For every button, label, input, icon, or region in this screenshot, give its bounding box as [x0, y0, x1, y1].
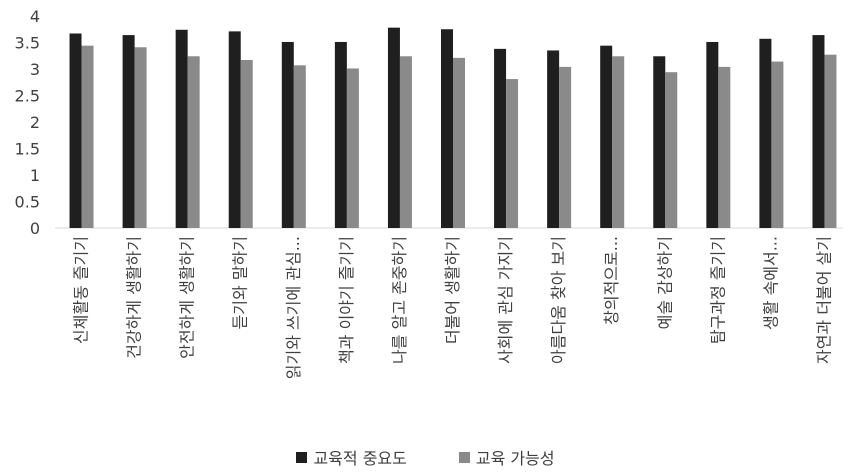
bar-series-2: [506, 79, 519, 228]
chart-legend: 교육적 중요도 교육 가능성: [0, 444, 851, 470]
x-tick-label: 아름다움 찾아 보기: [549, 236, 568, 364]
x-tick-label: 읽기와 쓰기에 관심...: [284, 236, 303, 379]
x-tick-label: 창의적으로...: [602, 236, 621, 325]
legend-item-series-2: 교육 가능성: [458, 445, 555, 469]
bar-series-1: [600, 45, 613, 229]
y-tick-label: 1: [30, 166, 40, 185]
bar-series-1: [759, 38, 772, 228]
y-tick-label: 2: [30, 113, 40, 132]
legend-label-series-2: 교육 가능성: [475, 449, 555, 468]
bar-series-2: [346, 68, 359, 228]
legend-swatch-series-2: [458, 451, 470, 463]
bar-series-1: [812, 35, 825, 228]
x-tick-label: 듣기와 말하기: [231, 236, 250, 329]
x-tick-label: 더불어 생활하기: [443, 236, 462, 344]
x-tick-label: 사회에 관심 가지기: [496, 236, 515, 364]
bar-series-2: [453, 57, 465, 229]
bar-series-2: [293, 65, 306, 228]
x-tick-label: 신체활동 즐기기: [72, 236, 91, 344]
bar-series-1: [122, 35, 135, 228]
y-tick-label: 3.5: [15, 34, 40, 53]
legend-label-series-1: 교육적 중요도: [313, 449, 407, 468]
x-tick-label: 안전하게 생활하기: [178, 236, 197, 359]
chart-bars: [69, 27, 837, 229]
x-tick-label: 생활 속에서...: [761, 236, 780, 330]
bar-series-1: [175, 29, 188, 229]
x-tick-label: 자연과 더불어 살기: [814, 236, 833, 364]
y-axis-tick-labels: 0 0.5 1 1.5 2 2.5 3 3.5 4: [15, 7, 40, 238]
y-tick-label: 0.5: [15, 193, 40, 212]
bar-series-2: [718, 66, 731, 228]
bar-series-1: [706, 41, 719, 228]
bar-series-2: [824, 54, 837, 228]
y-tick-label: 4: [30, 7, 40, 26]
y-tick-label: 2.5: [15, 87, 40, 106]
bar-series-2: [612, 56, 625, 228]
bar-series-2: [240, 59, 253, 228]
x-tick-label: 탐구과정 즐기기: [708, 236, 727, 344]
bar-series-2: [81, 45, 94, 229]
bar-series-1: [281, 41, 294, 228]
y-tick-label: 0: [30, 219, 40, 238]
bar-series-1: [228, 31, 241, 229]
bar-series-2: [559, 66, 572, 228]
x-tick-label: 책과 이야기 즐기기: [337, 236, 356, 364]
legend-swatch-series-1: [296, 451, 308, 463]
bar-series-1: [653, 56, 666, 228]
bar-series-2: [399, 56, 412, 228]
legend-item-series-1: 교육적 중요도: [296, 445, 407, 469]
bar-series-1: [387, 27, 400, 228]
y-tick-label: 1.5: [15, 140, 40, 159]
bar-series-1: [334, 41, 347, 228]
bar-series-2: [187, 56, 200, 228]
bar-series-1: [441, 29, 453, 228]
bar-series-1: [69, 33, 82, 228]
bar-series-2: [134, 47, 147, 228]
bar-series-1: [494, 48, 507, 228]
x-tick-label: 예술 감상하기: [655, 236, 674, 329]
x-tick-label: 나를 알고 존중하기: [390, 236, 409, 364]
bar-series-1: [547, 50, 560, 229]
x-axis-tick-labels: 신체활동 즐기기 건강하게 생활하기 안전하게 생활하기 듣기와 말하기 읽기와 쓰기에…: [72, 236, 834, 379]
x-tick-label: 건강하게 생활하기: [125, 236, 144, 359]
bar-series-2: [771, 61, 784, 228]
y-tick-label: 3: [30, 60, 40, 79]
bar-series-2: [665, 72, 678, 229]
